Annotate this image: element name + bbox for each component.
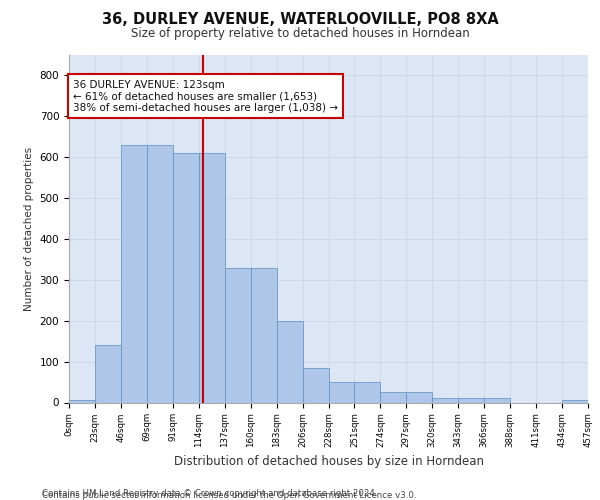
Bar (121, 145, 147, 403)
Bar (562, 400, 588, 402)
Bar (302, 368, 329, 402)
Text: Size of property relative to detached houses in Horndean: Size of property relative to detached ho… (131, 28, 469, 40)
Bar (406, 392, 432, 402)
Text: Contains public sector information licensed under the Open Government Licence v3: Contains public sector information licen… (42, 491, 416, 500)
Bar (225, 268, 251, 402)
Bar (329, 382, 355, 402)
Bar (458, 398, 484, 402)
Bar (433, 398, 458, 402)
Bar (277, 320, 302, 402)
Bar (380, 392, 406, 402)
Bar (147, 145, 173, 403)
Bar (173, 153, 199, 402)
Bar (355, 382, 380, 402)
Text: 36, DURLEY AVENUE, WATERLOOVILLE, PO8 8XA: 36, DURLEY AVENUE, WATERLOOVILLE, PO8 8X… (101, 12, 499, 28)
X-axis label: Distribution of detached houses by size in Horndean: Distribution of detached houses by size … (173, 456, 484, 468)
Text: Contains HM Land Registry data © Crown copyright and database right 2024.: Contains HM Land Registry data © Crown c… (42, 488, 377, 498)
Bar (484, 398, 510, 402)
Bar (199, 153, 224, 402)
Y-axis label: Number of detached properties: Number of detached properties (24, 146, 34, 311)
Text: 36 DURLEY AVENUE: 123sqm
← 61% of detached houses are smaller (1,653)
38% of sem: 36 DURLEY AVENUE: 123sqm ← 61% of detach… (73, 80, 338, 112)
Bar (69, 400, 95, 402)
Bar (251, 268, 277, 402)
Bar (95, 346, 121, 403)
